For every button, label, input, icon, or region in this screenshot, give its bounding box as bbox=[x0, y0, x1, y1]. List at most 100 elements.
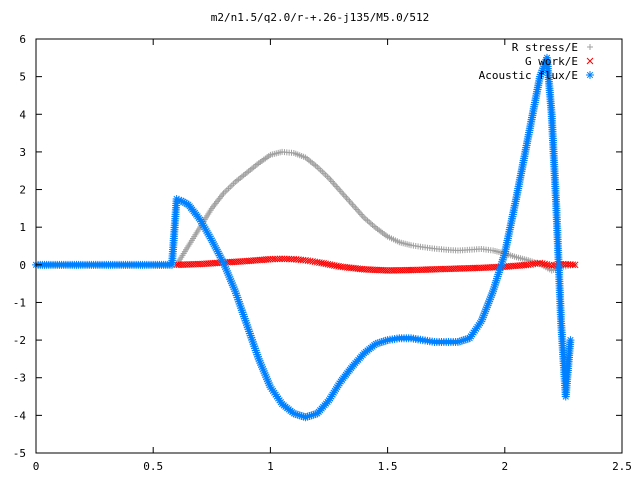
y-tick-label: 0 bbox=[19, 259, 26, 272]
data-point bbox=[251, 346, 260, 355]
data-point bbox=[227, 277, 236, 286]
data-point bbox=[255, 356, 264, 365]
data-point bbox=[221, 262, 230, 271]
data-point bbox=[234, 295, 243, 304]
data-point bbox=[236, 301, 245, 310]
data-point bbox=[486, 293, 495, 302]
data-point bbox=[245, 329, 254, 338]
data-point bbox=[237, 304, 246, 313]
data-point bbox=[172, 194, 181, 203]
data-point bbox=[206, 234, 215, 243]
data-point bbox=[498, 255, 507, 264]
data-point bbox=[214, 249, 223, 258]
data-point bbox=[453, 337, 462, 346]
data-point bbox=[199, 221, 208, 230]
data-point bbox=[481, 307, 490, 316]
series-0 bbox=[173, 148, 579, 274]
data-point bbox=[217, 255, 226, 264]
data-markers bbox=[32, 53, 579, 422]
data-point bbox=[569, 261, 577, 269]
y-tick-label: 3 bbox=[19, 146, 26, 159]
data-point bbox=[459, 336, 468, 345]
data-point bbox=[379, 337, 388, 346]
data-point bbox=[263, 377, 272, 386]
data-point bbox=[261, 371, 270, 380]
data-point bbox=[484, 299, 493, 308]
data-point bbox=[247, 333, 256, 342]
data-point bbox=[455, 337, 464, 346]
data-point bbox=[535, 72, 544, 81]
chart-title: m2/n1.5/q2.0/r-+.26-j135/M5.0/512 bbox=[211, 11, 430, 24]
x-tick-label: 2 bbox=[501, 460, 508, 473]
data-point bbox=[220, 260, 229, 269]
data-point bbox=[295, 411, 304, 420]
data-point bbox=[226, 275, 235, 284]
data-point bbox=[482, 305, 491, 314]
data-point bbox=[259, 367, 268, 376]
data-point bbox=[254, 354, 263, 363]
data-point bbox=[182, 199, 191, 208]
y-tick-label: 1 bbox=[19, 221, 26, 234]
data-point bbox=[260, 369, 269, 378]
data-point bbox=[253, 350, 262, 359]
data-point bbox=[311, 410, 320, 419]
data-point bbox=[463, 334, 472, 343]
x-tick-label: 1.5 bbox=[378, 460, 398, 473]
data-point bbox=[478, 315, 487, 324]
data-point bbox=[177, 196, 186, 205]
y-tick-label: 6 bbox=[19, 33, 26, 46]
data-point bbox=[240, 312, 249, 321]
data-point bbox=[539, 64, 548, 73]
data-point bbox=[491, 280, 500, 289]
data-point bbox=[257, 360, 266, 369]
legend-label: Acoustic flux/E bbox=[479, 69, 578, 82]
data-point bbox=[244, 325, 253, 334]
data-point bbox=[230, 285, 239, 294]
data-point bbox=[256, 358, 265, 367]
data-point bbox=[326, 394, 335, 403]
data-point bbox=[252, 348, 261, 357]
y-tick-label: -1 bbox=[13, 296, 26, 309]
data-point bbox=[305, 411, 314, 420]
data-point bbox=[496, 262, 505, 271]
legend-marker bbox=[587, 44, 593, 50]
data-point bbox=[212, 245, 221, 254]
data-point bbox=[496, 264, 505, 273]
data-point bbox=[291, 410, 300, 419]
y-tick-label: -5 bbox=[13, 447, 26, 460]
data-point bbox=[493, 272, 502, 281]
data-point bbox=[263, 375, 272, 384]
data-point bbox=[180, 198, 189, 207]
x-tick-label: 2.5 bbox=[612, 460, 632, 473]
series-1 bbox=[173, 255, 579, 274]
data-point bbox=[478, 313, 487, 322]
data-point bbox=[200, 223, 209, 232]
data-point bbox=[293, 410, 302, 419]
data-point bbox=[218, 257, 227, 266]
data-point bbox=[248, 337, 257, 346]
data-point bbox=[196, 215, 205, 224]
data-point bbox=[489, 285, 498, 294]
data-point bbox=[488, 289, 497, 298]
data-point bbox=[209, 240, 218, 249]
data-point bbox=[204, 230, 213, 239]
data-point bbox=[373, 339, 382, 348]
data-point bbox=[537, 68, 546, 77]
data-point bbox=[301, 413, 310, 422]
data-point bbox=[251, 344, 260, 353]
data-point bbox=[329, 388, 338, 397]
data-point bbox=[241, 316, 250, 325]
data-point bbox=[492, 276, 501, 285]
data-point bbox=[249, 340, 258, 349]
data-point bbox=[480, 309, 489, 318]
data-point bbox=[289, 409, 298, 418]
data-point bbox=[245, 327, 254, 336]
y-tick-label: 4 bbox=[19, 108, 26, 121]
data-point bbox=[243, 323, 252, 332]
data-point bbox=[207, 236, 216, 245]
data-point bbox=[203, 228, 212, 237]
data-point bbox=[210, 242, 219, 250]
data-point bbox=[233, 293, 242, 302]
data-point bbox=[258, 364, 267, 373]
